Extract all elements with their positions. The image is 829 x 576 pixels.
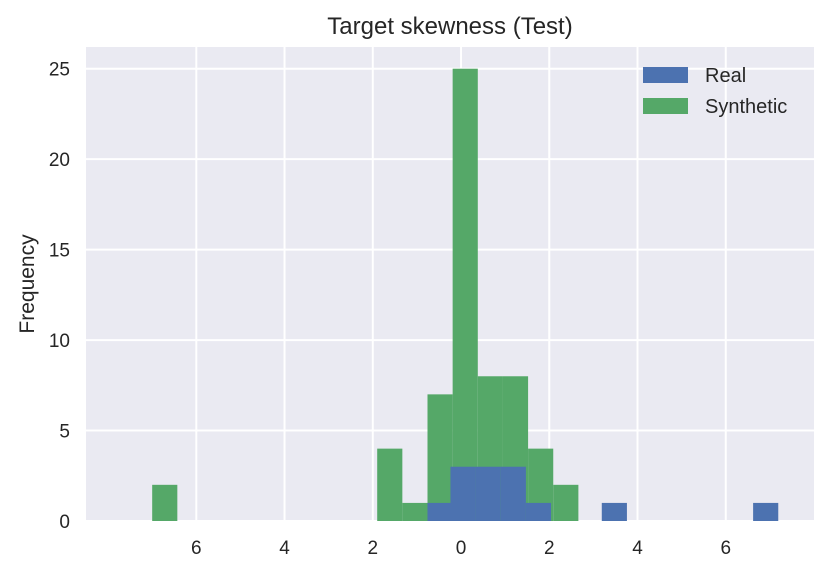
y-tick-label: 0 [59,512,70,533]
x-tick-label: 0 [456,538,467,559]
bar-synthetic [553,484,579,521]
bar-synthetic [402,502,428,521]
y-axis-label: Frequency [16,234,39,334]
bar-real [525,502,552,521]
legend-label-synthetic: Synthetic [705,96,787,118]
bar-synthetic [427,394,453,521]
bar-synthetic [152,484,178,521]
legend-swatch-synthetic [643,98,688,114]
bars [152,68,779,521]
x-axis-ticks: 6 4 2 0 2 4 6 [191,538,731,559]
x-tick-label: 2 [367,538,378,559]
bar-real [500,466,526,521]
x-tick-label: 4 [632,538,643,559]
y-tick-label: 10 [49,331,70,352]
x-tick-label: 6 [720,538,731,559]
bar-real [475,466,501,521]
legend-swatch-real [643,67,688,83]
legend-label-real: Real [705,65,746,87]
x-tick-label: 2 [544,538,555,559]
bar-real [601,502,627,521]
bar-synthetic [452,68,478,521]
y-tick-label: 5 [59,422,70,443]
y-axis-ticks: 0 5 10 15 20 25 [49,60,70,533]
y-tick-label: 20 [49,150,70,171]
bar-real [427,502,453,521]
bar-real [450,466,476,521]
y-tick-label: 15 [49,241,70,262]
bar-synthetic [377,448,403,521]
x-tick-label: 6 [191,538,202,559]
grid [86,47,814,522]
y-tick-label: 25 [49,60,70,81]
bar-real [753,502,779,521]
chart-title: Target skewness (Test) [327,13,572,40]
x-tick-label: 4 [279,538,290,559]
legend: Real Synthetic [643,65,787,118]
